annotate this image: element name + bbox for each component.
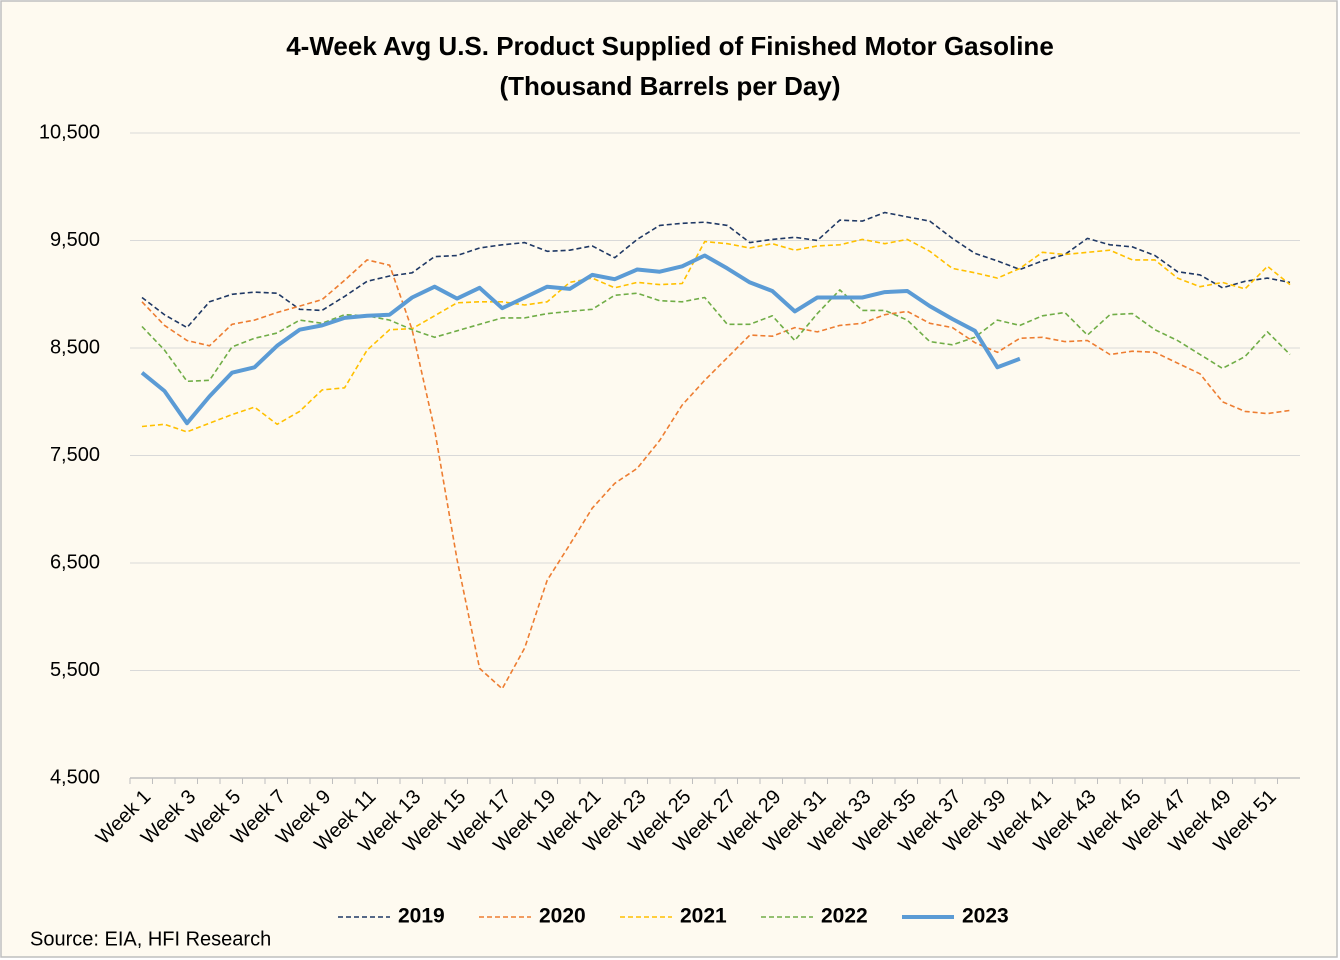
y-tick-label: 5,500: [50, 659, 100, 681]
legend-label: 2023: [962, 905, 1009, 928]
series-line: [141, 289, 1291, 383]
chart-title: 4-Week Avg U.S. Product Supplied of Fini…: [286, 31, 1054, 61]
y-tick-label: 8,500: [50, 336, 100, 358]
series-line: [141, 238, 1291, 433]
legend-label: 2021: [680, 905, 727, 928]
y-tick-label: 4,500: [50, 766, 100, 788]
chart-subtitle: (Thousand Barrels per Day): [500, 71, 841, 101]
source-note: Source: EIA, HFI Research: [30, 928, 271, 950]
y-tick-label: 10,500: [39, 121, 100, 143]
series-line: [140, 253, 1021, 426]
y-tick-label: 9,500: [50, 229, 100, 251]
y-tick-label: 6,500: [50, 551, 100, 573]
series-line: [141, 211, 1291, 329]
legend-label: 2020: [539, 905, 586, 928]
y-tick-label: 7,500: [50, 444, 100, 466]
legend-label: 2022: [821, 905, 868, 928]
legend-label: 2019: [398, 905, 445, 928]
